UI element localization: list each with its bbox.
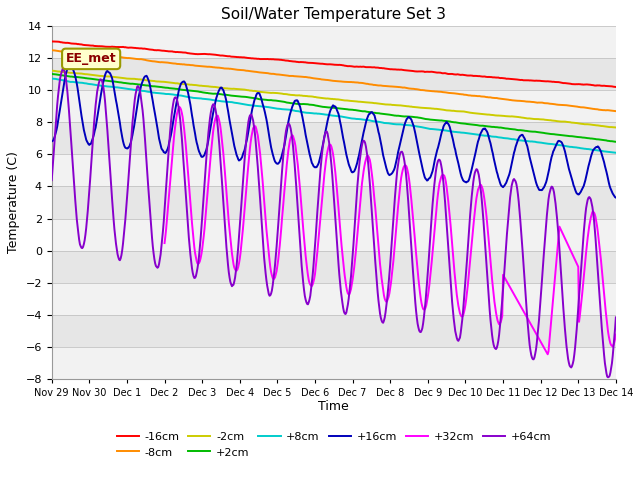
-2cm (612, 125, 620, 131)
+64cm (561, 326, 569, 332)
+8cm (172, 92, 179, 98)
+64cm (172, 96, 180, 101)
Text: EE_met: EE_met (66, 52, 116, 65)
Bar (52, 283, 616, 315)
+32cm (172, 121, 179, 127)
Line: -16cm: -16cm (52, 41, 616, 87)
-2cm (380, 101, 388, 107)
+8cm (196, 96, 204, 101)
+16cm (561, 148, 569, 154)
-8cm (560, 102, 568, 108)
-2cm (196, 83, 204, 89)
Bar (52, 58, 616, 90)
+8cm (436, 127, 444, 132)
-8cm (380, 83, 388, 89)
+32cm (612, 332, 620, 337)
-8cm (436, 89, 444, 95)
+64cm (436, 158, 444, 164)
-16cm (48, 38, 56, 44)
+32cm (196, 258, 204, 264)
Bar (52, 218, 616, 251)
-16cm (172, 49, 179, 55)
+2cm (196, 89, 204, 95)
-8cm (196, 63, 204, 69)
Bar (52, 90, 616, 122)
+16cm (326, 109, 333, 115)
-2cm (436, 106, 444, 112)
Bar (52, 187, 616, 218)
Line: +64cm: +64cm (52, 69, 616, 377)
+2cm (380, 111, 388, 117)
+8cm (325, 112, 333, 118)
Title: Soil/Water Temperature Set 3: Soil/Water Temperature Set 3 (221, 7, 446, 22)
Line: -8cm: -8cm (52, 50, 616, 111)
+2cm (325, 105, 333, 110)
+2cm (436, 118, 444, 123)
+8cm (560, 143, 568, 149)
+2cm (48, 71, 56, 77)
-16cm (325, 61, 333, 67)
+32cm (325, 142, 333, 148)
-8cm (612, 108, 620, 114)
Bar (52, 315, 616, 347)
Line: +32cm: +32cm (164, 107, 616, 354)
Line: -2cm: -2cm (52, 71, 616, 128)
+32cm (560, 234, 568, 240)
+64cm (604, 374, 612, 380)
-8cm (172, 60, 179, 66)
Bar (52, 122, 616, 155)
+16cm (66, 62, 74, 68)
+64cm (196, 236, 204, 242)
+16cm (48, 138, 56, 144)
+32cm (380, 292, 388, 298)
+32cm (436, 180, 444, 186)
Bar (52, 26, 616, 58)
-16cm (560, 80, 568, 86)
+64cm (612, 314, 620, 320)
Bar (52, 155, 616, 187)
-2cm (172, 81, 179, 86)
+2cm (612, 139, 620, 144)
-16cm (612, 84, 620, 90)
+16cm (381, 159, 388, 165)
+8cm (48, 76, 56, 82)
X-axis label: Time: Time (319, 400, 349, 413)
Y-axis label: Temperature (C): Temperature (C) (7, 152, 20, 253)
-16cm (196, 51, 204, 57)
+64cm (59, 66, 67, 72)
-8cm (325, 77, 333, 83)
Line: +2cm: +2cm (52, 74, 616, 142)
Bar (52, 347, 616, 379)
+8cm (612, 150, 620, 156)
+16cm (436, 135, 444, 141)
-2cm (48, 68, 56, 73)
Legend: -16cm, -8cm, -2cm, +2cm, +8cm, +16cm, +32cm, +64cm: -16cm, -8cm, -2cm, +2cm, +8cm, +16cm, +3… (112, 427, 556, 462)
-16cm (380, 65, 388, 71)
-2cm (560, 119, 568, 124)
Line: +8cm: +8cm (52, 79, 616, 153)
Line: +16cm: +16cm (52, 65, 616, 198)
+2cm (172, 86, 179, 92)
+2cm (560, 132, 568, 138)
-8cm (48, 47, 56, 53)
+8cm (380, 120, 388, 126)
+16cm (172, 101, 180, 107)
Bar (52, 251, 616, 283)
+16cm (612, 195, 620, 201)
+64cm (48, 177, 56, 183)
+64cm (381, 315, 388, 321)
-16cm (436, 70, 444, 76)
+64cm (326, 146, 333, 152)
-2cm (325, 96, 333, 102)
+16cm (196, 152, 204, 158)
